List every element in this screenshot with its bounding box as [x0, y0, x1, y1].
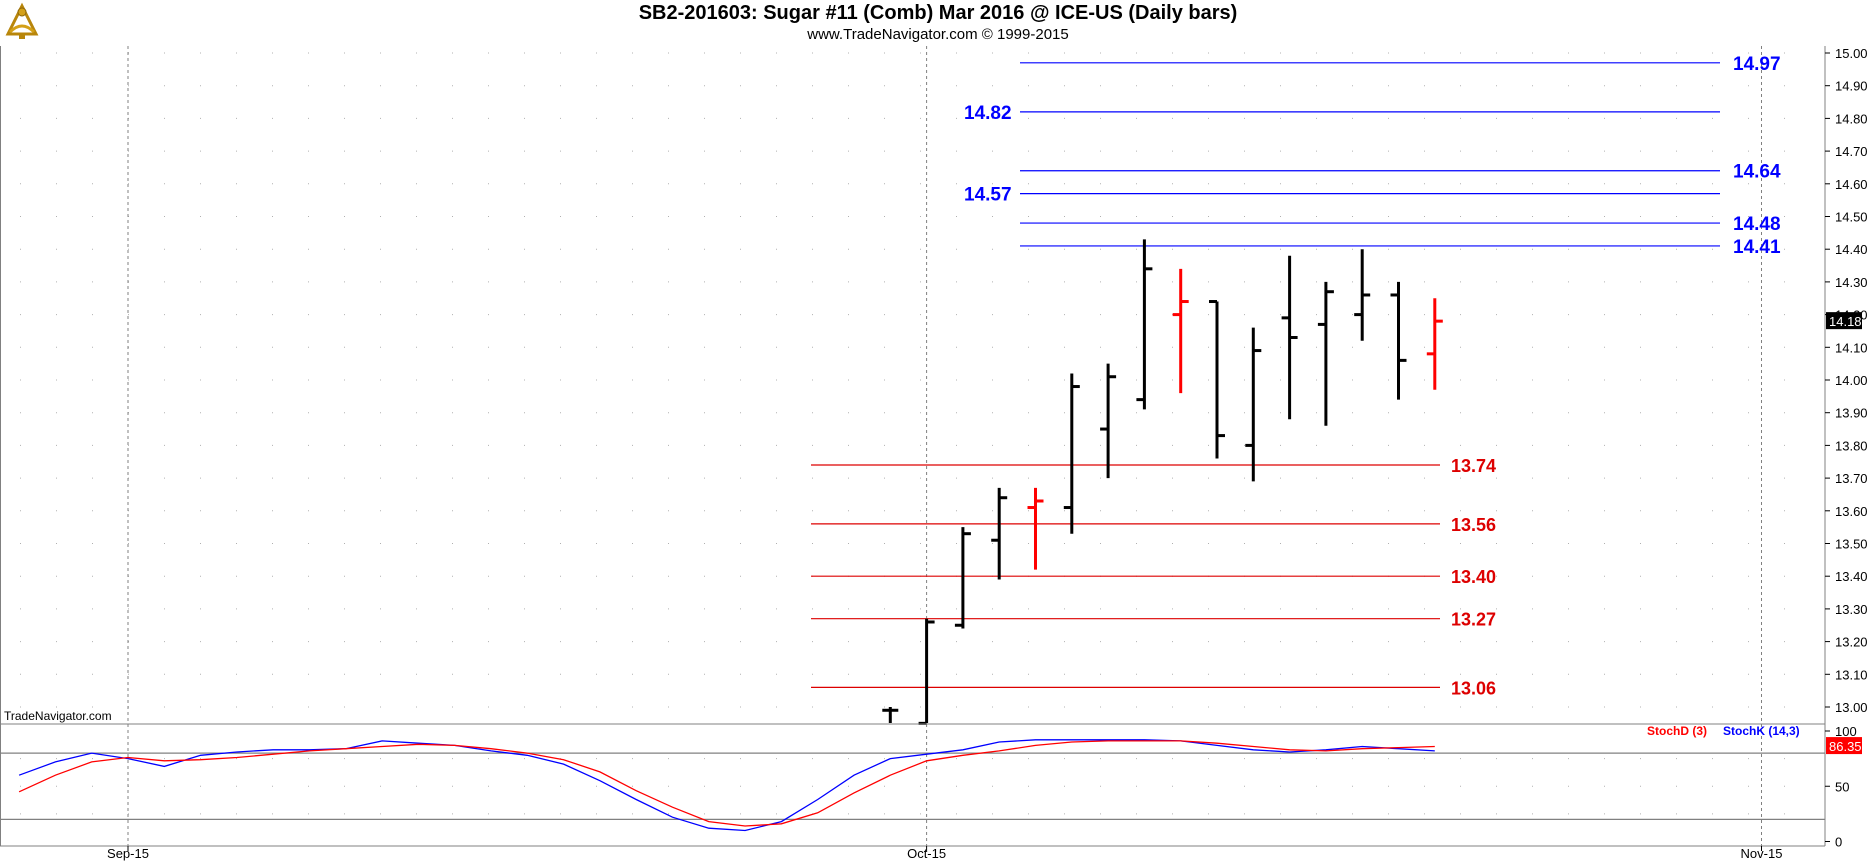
ohlc-bar [954, 527, 971, 629]
y-tick-label: 14.10 [1835, 340, 1868, 355]
ohlc-bar [1245, 327, 1262, 482]
ohlc-bar [1172, 268, 1189, 394]
chart-header: SB2-201603: Sugar #11 (Comb) Mar 2016 @ … [0, 0, 1876, 46]
stochastic-indicator: StochD (3) StochK (14,3) [0, 724, 1825, 832]
blue-level-label: 14.64 [1733, 162, 1781, 183]
chart-subtitle: www.TradeNavigator.com © 1999-2015 [807, 26, 1069, 43]
y-tick-label: 14.80 [1835, 111, 1868, 126]
red-level-label: 13.27 [1451, 610, 1496, 630]
x-tick-label: Sep-15 [107, 846, 149, 861]
ohlc-bar [1426, 298, 1443, 390]
red-level-label: 13.40 [1451, 567, 1496, 587]
y-tick-label: 14.60 [1835, 177, 1868, 192]
ohlc-bars [882, 239, 1443, 725]
red-level-label: 13.56 [1451, 515, 1496, 535]
ohlc-bar [1027, 487, 1044, 570]
y-tick-label: 14.30 [1835, 275, 1868, 290]
last-price-label: 14.18 [1829, 314, 1862, 329]
stochd-line [18, 740, 1435, 827]
ohlc-bar [918, 618, 935, 725]
ohlc-bar [1063, 373, 1080, 534]
blue-level-label: 14.82 [964, 103, 1012, 124]
y-tick-label: 13.10 [1835, 667, 1868, 682]
blue-level-label: 14.57 [964, 185, 1012, 206]
indicator-y-tick-label: 50 [1835, 779, 1849, 794]
ohlc-bar [1317, 281, 1334, 426]
y-tick-label: 13.60 [1835, 504, 1868, 519]
ohlc-bar [1281, 255, 1298, 420]
y-tick-label: 15.00 [1835, 46, 1868, 61]
indicator-y-tick-label: 0 [1835, 835, 1842, 850]
y-tick-label: 14.50 [1835, 210, 1868, 225]
y-tick-label: 14.40 [1835, 242, 1868, 257]
legend-stochk: StochK (14,3) [1723, 724, 1800, 738]
indicator-y-tick-label: 100 [1835, 724, 1857, 739]
y-tick-label: 14.00 [1835, 373, 1868, 388]
red-level-label: 13.06 [1451, 678, 1496, 698]
tradenavigator-watermark: TradeNavigator.com [4, 709, 112, 723]
sextant-logo-icon [2, 2, 42, 42]
y-tick-label: 14.90 [1835, 79, 1868, 94]
ohlc-bar [882, 707, 899, 723]
last-stoch-label: 86.35 [1829, 739, 1862, 754]
legend-stochd: StochD (3) [1647, 724, 1707, 738]
y-tick-label: 13.90 [1835, 406, 1868, 421]
ohlc-bar [991, 487, 1008, 580]
blue-level-label: 14.97 [1733, 54, 1781, 75]
y-tick-label: 13.20 [1835, 635, 1868, 650]
blue-level-label: 14.41 [1733, 237, 1781, 258]
ohlc-bar [1136, 239, 1153, 410]
y-tick-label: 13.70 [1835, 471, 1868, 486]
chart-title: SB2-201603: Sugar #11 (Comb) Mar 2016 @ … [638, 2, 1238, 24]
axes: 13.00 13.10 13.20 13.30 13.40 13.50 13.60 13.70… [0, 46, 1868, 861]
y-tick-label: 14.70 [1835, 144, 1868, 159]
ohlc-bar [1100, 363, 1117, 479]
y-tick-label: 13.50 [1835, 537, 1868, 552]
last-price-box [1826, 312, 1862, 330]
stochk-line [18, 739, 1435, 832]
y-tick-label: 13.80 [1835, 438, 1868, 453]
y-tick-label: 13.30 [1835, 602, 1868, 617]
y-tick-label: 13.00 [1835, 700, 1868, 715]
last-stoch-box [1826, 737, 1862, 755]
blue-level-label: 14.48 [1733, 214, 1781, 235]
x-tick-label: Oct-15 [907, 846, 946, 861]
red-level-label: 13.74 [1451, 456, 1496, 476]
y-tick-label: 13.40 [1835, 569, 1868, 584]
ohlc-bar [1354, 249, 1371, 341]
ohlc-bar [1390, 281, 1407, 400]
ohlc-bar [1209, 300, 1225, 459]
x-tick-label: Nov-15 [1741, 846, 1783, 861]
